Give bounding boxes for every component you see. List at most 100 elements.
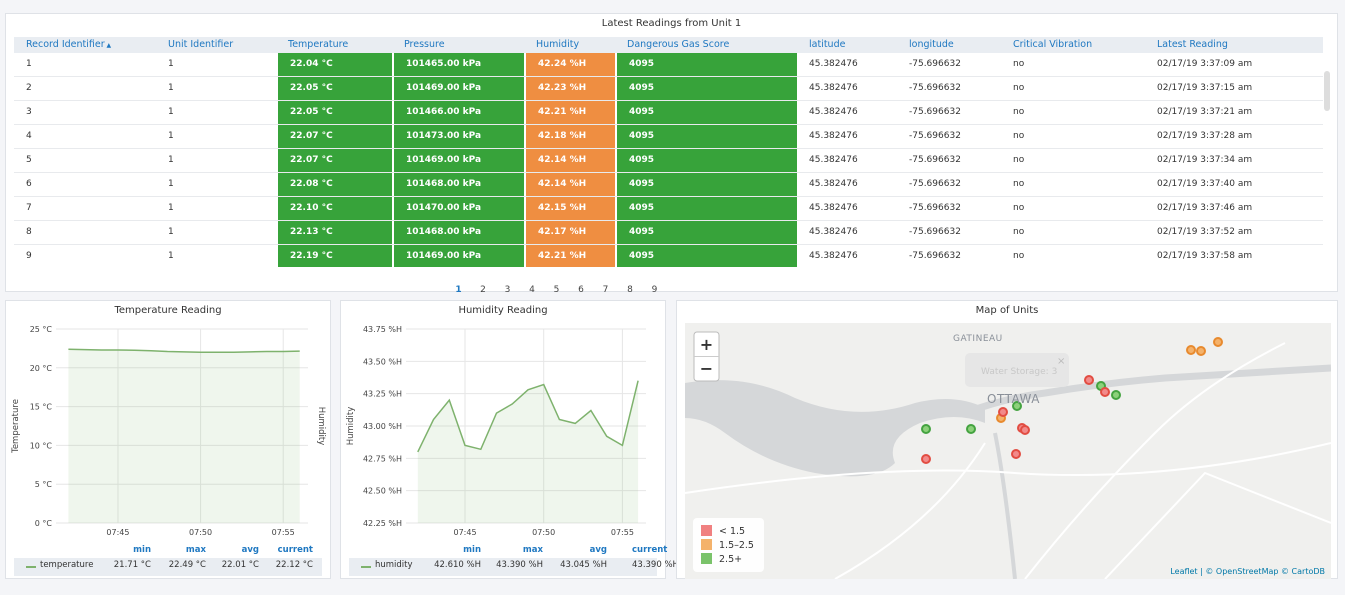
table-cell: 4095 [615, 173, 797, 196]
page-link[interactable]: 6 [578, 285, 584, 295]
page-link[interactable]: 9 [651, 285, 658, 295]
table-cell: 02/17/19 3:37:21 am [1157, 107, 1253, 117]
table-row: 2 1 22.05 °C 101469.00 kPa 42.23 %H 4095 45.38… [14, 77, 1323, 101]
y-tick-label: 0 °C [35, 519, 53, 528]
table-cell: -75.696632 [909, 131, 961, 141]
panel-title: Humidity Reading [458, 305, 548, 316]
table-cell: no [1013, 59, 1025, 69]
zoom-in[interactable]: + [700, 335, 713, 354]
page-link[interactable]: 1 [455, 285, 462, 295]
column-header[interactable]: Critical Vibration [1013, 39, 1093, 50]
marker[interactable] [1020, 425, 1030, 435]
area-fill [417, 380, 639, 523]
table-cell: 45.382476 [809, 131, 858, 141]
markers [921, 337, 1223, 464]
table-cell: 22.07 °C [276, 149, 392, 172]
table-cell: -75.696632 [909, 179, 961, 189]
stat-header: max [185, 545, 206, 555]
page-link[interactable]: 5 [553, 285, 560, 295]
table-cell: 45.382476 [809, 59, 858, 69]
legend-swatch [701, 553, 712, 564]
page-link[interactable]: 7 [602, 285, 609, 295]
column-header[interactable]: latitude [809, 39, 846, 50]
table-cell: 22.08 °C [276, 173, 392, 196]
x-tick-label: 07:55 [272, 528, 295, 537]
y-tick-label: 43.00 %H [363, 422, 402, 431]
page-link[interactable]: 2 [480, 285, 486, 295]
stat-value: 22.01 °C [221, 560, 259, 570]
column-header[interactable]: Humidity [536, 39, 580, 50]
stat-value: 43.045 %H [560, 560, 607, 570]
table-row: 6 1 22.08 °C 101468.00 kPa 42.14 %H 4095 45.38… [14, 173, 1323, 197]
table-cell: 02/17/19 3:37:28 am [1157, 131, 1253, 141]
popup [965, 353, 1069, 387]
table-cell: 101468.00 kPa [392, 221, 524, 244]
table-cell: 1 [168, 203, 174, 213]
scrollbar[interactable] [1324, 71, 1330, 111]
marker[interactable] [998, 407, 1008, 417]
popup-text: Water Storage: 3 [981, 367, 1057, 377]
marker[interactable] [921, 454, 931, 464]
legend-label[interactable]: humidity [375, 560, 413, 570]
attribution[interactable]: Leaflet | © OpenStreetMap © CartoDB [1170, 567, 1325, 576]
marker[interactable] [1012, 401, 1022, 411]
table-cell: 02/17/19 3:37:34 am [1157, 155, 1253, 165]
stat-value: 21.71 °C [113, 560, 151, 570]
marker[interactable] [1084, 375, 1094, 385]
marker[interactable] [1100, 387, 1110, 397]
stat-header: current [277, 545, 313, 555]
page-link[interactable]: 8 [627, 285, 633, 295]
x-tick-label: 07:50 [532, 528, 555, 537]
line-chart: 0 °C 5 °C 10 °C 15 °C 20 °C 25 °C 07:45 07:50 07… [11, 325, 326, 537]
series-line [417, 380, 639, 453]
stat-value: 22.12 °C [275, 560, 313, 570]
table-cell: 02/17/19 3:37:46 am [1157, 203, 1253, 213]
column-header[interactable]: Dangerous Gas Score [627, 39, 730, 50]
y-axis-label: Temperature [11, 399, 21, 454]
place-label: OTTAWA [987, 392, 1040, 406]
zoom-out[interactable]: − [700, 359, 713, 378]
column-header[interactable]: Pressure [404, 39, 445, 50]
y2-axis-label: Humidity [316, 407, 326, 446]
river [685, 380, 985, 477]
table-cell: -75.696632 [909, 227, 961, 237]
table-cell: 101465.00 kPa [392, 53, 524, 76]
marker[interactable] [1213, 337, 1223, 347]
pagination: 1 2 3 4 5 6 7 8 9 [0, 285, 1337, 295]
legend-swatch [361, 566, 371, 568]
marker[interactable] [1186, 345, 1196, 355]
legend-swatch [701, 525, 712, 536]
stat-value: 43.390 %H [632, 560, 679, 570]
stat-header: avg [589, 545, 607, 555]
marker[interactable] [921, 424, 931, 434]
column-header[interactable]: Latest Reading [1157, 39, 1228, 50]
y-tick-label: 5 °C [35, 480, 53, 489]
table-header: Record Identifier Unit Identifier Temperat… [14, 37, 1323, 53]
table-cell: -75.696632 [909, 59, 961, 69]
page-link[interactable]: 3 [504, 285, 511, 295]
marker[interactable] [1011, 449, 1021, 459]
table-cell: -75.696632 [909, 155, 961, 165]
table-cell: 45.382476 [809, 203, 858, 213]
river [963, 364, 1331, 417]
stat-value: 43.390 %H [496, 560, 543, 570]
column-header[interactable]: Temperature [288, 39, 349, 50]
table-cell: 101466.00 kPa [392, 101, 524, 124]
column-header[interactable]: Unit Identifier [168, 39, 234, 50]
legend-label[interactable]: temperature [40, 560, 94, 570]
table-cell: 4095 [615, 101, 797, 124]
table-row: 3 1 22.05 °C 101466.00 kPa 42.21 %H 4095 45.38… [14, 101, 1323, 125]
popup-close[interactable]: × [1057, 356, 1065, 367]
column-header[interactable]: Record Identifier [14, 37, 156, 53]
marker[interactable] [1196, 346, 1206, 356]
map[interactable]: GATINEAU OTTAWA Water Storage: 3 × + − <… [685, 323, 1331, 579]
marker[interactable] [1111, 390, 1121, 400]
table-panel: Latest Readings from Unit 1 Record Ident… [5, 13, 1338, 295]
panel-title: Latest Readings from Unit 1 [601, 18, 742, 29]
marker[interactable] [966, 424, 976, 434]
column-header[interactable]: longitude [909, 39, 954, 50]
table-cell: 4095 [615, 197, 797, 220]
page-link[interactable]: 4 [529, 285, 535, 295]
table-cell: 9 [26, 251, 32, 261]
legend-bar [14, 558, 322, 576]
